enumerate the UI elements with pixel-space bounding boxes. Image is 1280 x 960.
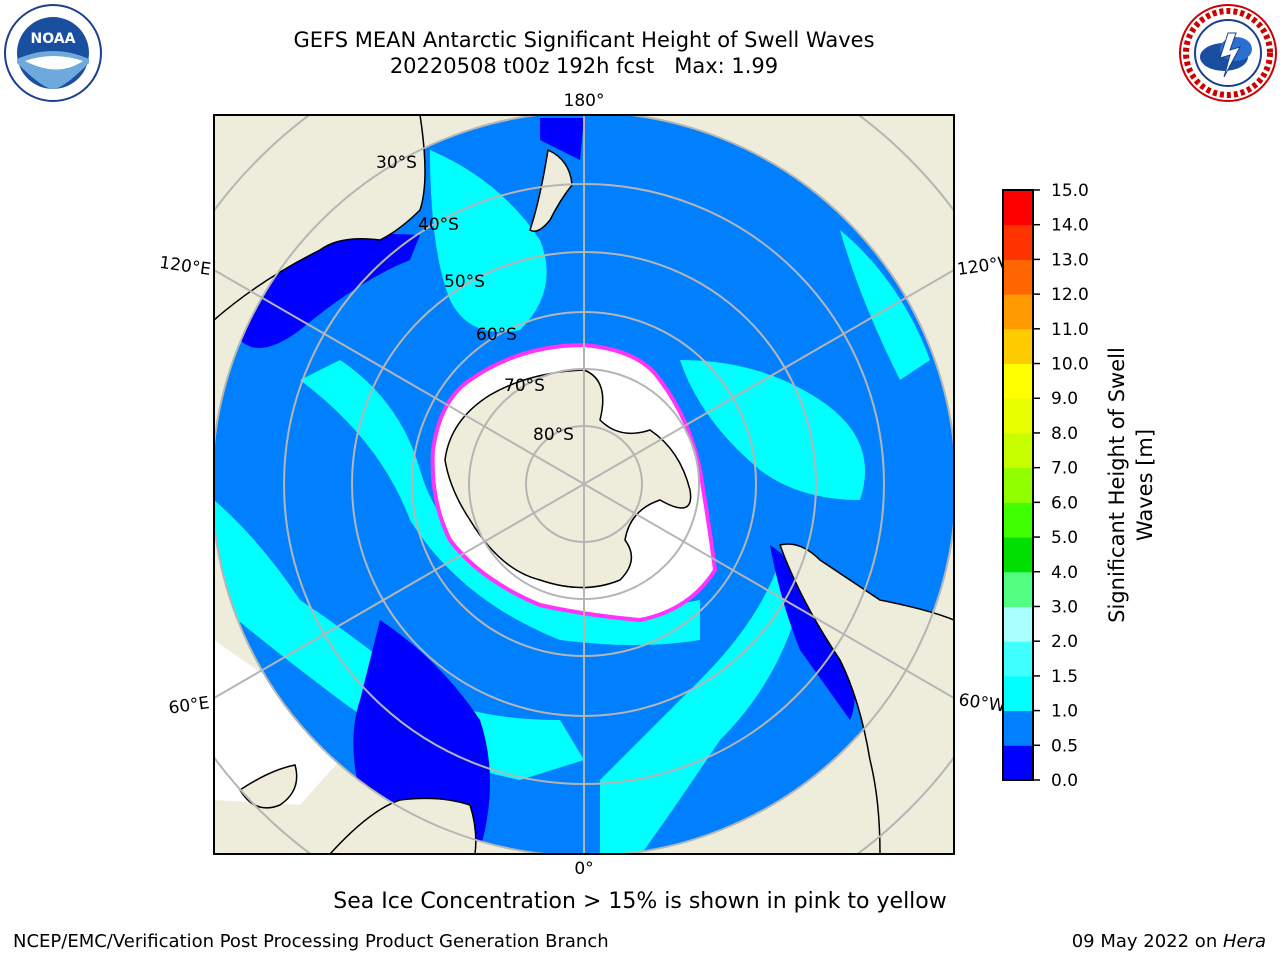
colorbar-tick-label: 6.0 bbox=[1051, 493, 1078, 513]
colorbar-tick-label: 5.0 bbox=[1051, 528, 1078, 548]
swell-band-cyan bbox=[680, 360, 865, 500]
colorbar-segment bbox=[1003, 675, 1033, 712]
new-zealand bbox=[529, 148, 573, 232]
colorbar-tick-label: 0.0 bbox=[1051, 771, 1078, 791]
colorbar-segment bbox=[1003, 606, 1033, 642]
parallel-label: 60°S bbox=[476, 325, 517, 345]
footer-host: Hera bbox=[1222, 931, 1266, 952]
swell-band-cyan bbox=[600, 560, 800, 854]
parallel-label: 40°S bbox=[418, 215, 459, 235]
noaa-logo: NOAA bbox=[3, 3, 103, 103]
colorbar-tick-label: 1.5 bbox=[1051, 667, 1078, 687]
colorbar-segment bbox=[1003, 467, 1033, 503]
swell-band-cyan bbox=[300, 360, 700, 645]
colorbar-segment bbox=[1003, 502, 1033, 538]
colorbar-tick-label: 3.0 bbox=[1051, 597, 1078, 617]
colorbar-segment bbox=[1003, 432, 1033, 469]
noaa-logo-text: NOAA bbox=[31, 31, 76, 47]
africa bbox=[328, 797, 477, 854]
sea-ice-note: Sea Ice Concentration > 15% is shown in … bbox=[333, 889, 947, 914]
swell-low-blue bbox=[540, 118, 584, 160]
chart-subtitle: 20220508 t00z 192h fcst Max: 1.99 bbox=[389, 54, 779, 78]
parallel-label: 70°S bbox=[504, 376, 545, 396]
colorbar: 0.0 0.5 1.0 1.5 2.0 3.0 4.0 5.0 6.0 7.0 8.0 9.0 10.0… bbox=[1002, 181, 1089, 791]
colorbar-tick-label: 14.0 bbox=[1051, 216, 1089, 236]
colorbar-tick-label: 9.0 bbox=[1051, 389, 1078, 409]
colorbar-label-line2: Waves [m] bbox=[1133, 429, 1157, 541]
swell-band-cyan bbox=[840, 230, 930, 380]
colorbar-tick-label: 1.0 bbox=[1051, 702, 1078, 722]
colorbar-tick-label: 7.0 bbox=[1051, 459, 1078, 479]
colorbar-segment bbox=[1003, 224, 1033, 260]
graticule bbox=[214, 115, 954, 854]
meridian-label: 60°E bbox=[167, 693, 210, 718]
colorbar-segment bbox=[1003, 363, 1033, 399]
madagascar bbox=[238, 764, 298, 809]
footer-credit: NCEP/EMC/Verification Post Processing Pr… bbox=[13, 931, 609, 952]
parallel-label: 50°S bbox=[444, 272, 485, 292]
parallel-label: 80°S bbox=[533, 425, 574, 445]
colorbar-label-line1: Significant Height of Swell bbox=[1105, 347, 1129, 623]
colorbar-tick-label: 15.0 bbox=[1051, 181, 1089, 201]
colorbar-segment bbox=[1003, 190, 1033, 226]
colorbar-segment bbox=[1003, 710, 1033, 746]
swell-band-cyan bbox=[430, 150, 547, 332]
colorbar-tick-label: 8.0 bbox=[1051, 424, 1078, 444]
colorbar-frame bbox=[1002, 189, 1034, 781]
meridian-label: 60°W bbox=[957, 690, 1006, 716]
colorbar-tick-label: 13.0 bbox=[1051, 250, 1089, 270]
colorbar-segment bbox=[1003, 259, 1033, 295]
colorbar-tick-label: 11.0 bbox=[1051, 320, 1089, 340]
colorbar-tick-label: 12.0 bbox=[1051, 285, 1089, 305]
colorbar-segment bbox=[1003, 328, 1033, 365]
meridian-label: 180° bbox=[564, 91, 605, 111]
meridian-label: 0° bbox=[574, 859, 593, 879]
colorbar-segment bbox=[1003, 641, 1033, 677]
colorbar-segment bbox=[1003, 398, 1033, 434]
meridian-label: 120°E bbox=[158, 253, 212, 280]
colorbar-tick-label: 0.5 bbox=[1051, 736, 1078, 756]
colorbar-segment bbox=[1003, 571, 1033, 607]
footer-date: 09 May 2022 on Hera bbox=[1072, 931, 1266, 952]
colorbar-tick-label: 4.0 bbox=[1051, 563, 1078, 583]
nws-logo bbox=[1178, 3, 1278, 103]
footer-date-text: 09 May 2022 on bbox=[1071, 931, 1223, 952]
australia bbox=[214, 115, 426, 321]
colorbar-segment bbox=[1003, 745, 1033, 781]
swell-low-blue bbox=[353, 620, 490, 850]
colorbar-tick-label: 10.0 bbox=[1051, 355, 1089, 375]
chart-title: GEFS MEAN Antarctic Significant Height o… bbox=[293, 28, 875, 52]
colorbar-segment bbox=[1003, 537, 1033, 573]
map-frame bbox=[213, 114, 955, 855]
colorbar-tick-label: 2.0 bbox=[1051, 632, 1078, 652]
parallel-label: 30°S bbox=[376, 153, 417, 173]
outside-ocean bbox=[214, 640, 340, 805]
colorbar-segment bbox=[1003, 294, 1033, 330]
